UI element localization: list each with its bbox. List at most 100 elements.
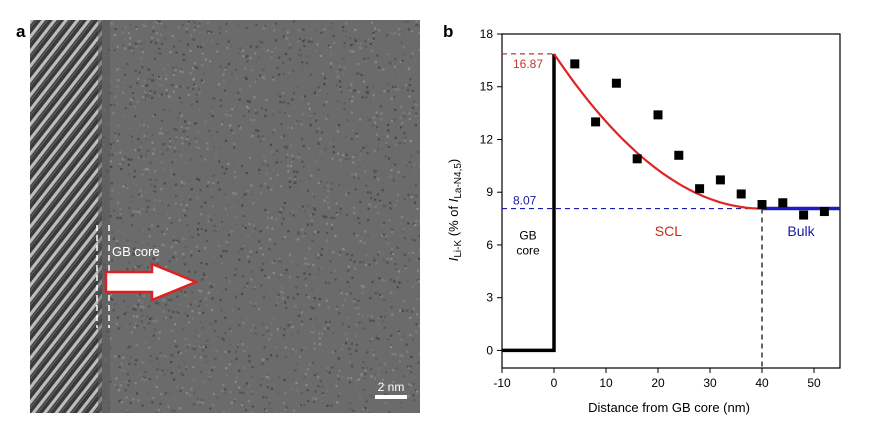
noise-grain [288, 43, 291, 46]
noise-grain [123, 143, 126, 146]
noise-grain [317, 268, 321, 271]
noise-grain [198, 402, 201, 405]
noise-grain [259, 192, 262, 195]
noise-grain [196, 177, 199, 180]
noise-grain [195, 146, 198, 149]
noise-grain [218, 124, 221, 127]
noise-grain [347, 376, 350, 379]
noise-grain [123, 115, 126, 118]
noise-grain [401, 355, 404, 358]
noise-grain [185, 204, 188, 207]
noise-grain [178, 303, 181, 307]
noise-grain [362, 176, 365, 179]
noise-grain [372, 319, 375, 322]
noise-grain [176, 310, 179, 313]
noise-grain [297, 230, 300, 233]
noise-grain [141, 173, 144, 176]
noise-grain [206, 155, 209, 158]
noise-grain [188, 270, 191, 273]
noise-grain [374, 170, 377, 173]
noise-grain [369, 191, 372, 194]
noise-grain [307, 400, 310, 403]
noise-grain [354, 28, 357, 31]
noise-grain [394, 58, 397, 61]
noise-grain [286, 31, 289, 34]
noise-grain [340, 348, 343, 351]
noise-grain [316, 372, 319, 375]
noise-grain [130, 250, 134, 253]
noise-grain [136, 324, 139, 327]
noise-grain [266, 386, 269, 389]
noise-grain [172, 311, 175, 314]
noise-grain [203, 273, 206, 276]
noise-grain [350, 44, 353, 47]
noise-grain [157, 409, 160, 412]
noise-grain [315, 397, 318, 400]
noise-grain [260, 269, 263, 272]
noise-grain [303, 272, 306, 275]
noise-grain [404, 265, 407, 268]
noise-grain [245, 192, 248, 195]
noise-grain [122, 356, 125, 359]
noise-grain [238, 98, 241, 101]
noise-grain [330, 271, 333, 274]
noise-grain [324, 281, 327, 284]
noise-grain [406, 350, 409, 353]
noise-grain [237, 172, 240, 175]
noise-grain [387, 123, 390, 127]
noise-grain [199, 155, 202, 158]
noise-grain [352, 155, 355, 159]
noise-grain [209, 322, 212, 326]
noise-grain [217, 147, 221, 150]
noise-grain [161, 153, 164, 156]
noise-grain [255, 99, 258, 102]
noise-grain [152, 396, 155, 400]
noise-grain [256, 60, 259, 64]
noise-grain [246, 190, 249, 193]
noise-grain [232, 382, 235, 385]
noise-grain [265, 99, 268, 102]
noise-grain [161, 132, 164, 135]
noise-grain [242, 406, 245, 409]
noise-grain [355, 133, 358, 136]
direction-arrow [104, 262, 200, 302]
noise-grain [181, 178, 184, 181]
noise-grain [234, 268, 237, 271]
noise-grain [263, 277, 266, 280]
noise-grain [342, 57, 345, 60]
noise-grain [241, 211, 244, 215]
noise-grain [165, 88, 168, 92]
noise-grain [312, 263, 315, 267]
noise-grain [193, 28, 196, 32]
noise-grain [140, 48, 143, 51]
noise-grain [384, 315, 387, 318]
noise-grain [335, 305, 338, 308]
noise-grain [143, 168, 146, 171]
noise-grain [143, 147, 146, 151]
noise-grain [183, 261, 186, 264]
noise-grain [416, 298, 419, 301]
noise-grain [234, 305, 237, 308]
noise-grain [197, 400, 200, 404]
noise-grain [280, 211, 283, 214]
noise-grain [355, 385, 358, 388]
noise-grain [337, 124, 340, 127]
noise-grain [148, 235, 151, 238]
noise-grain [418, 353, 420, 356]
noise-grain [347, 325, 351, 328]
noise-grain [126, 409, 129, 412]
noise-grain [408, 117, 411, 121]
noise-grain [166, 148, 169, 151]
noise-grain [360, 284, 363, 287]
noise-grain [230, 330, 233, 333]
noise-grain [393, 73, 396, 76]
noise-grain [218, 26, 221, 29]
noise-grain [250, 81, 253, 84]
noise-grain [308, 147, 311, 150]
noise-grain [120, 325, 123, 329]
noise-grain [360, 149, 363, 152]
noise-grain [137, 138, 140, 141]
noise-grain [390, 257, 393, 260]
noise-grain [301, 324, 304, 327]
noise-grain [155, 128, 158, 131]
